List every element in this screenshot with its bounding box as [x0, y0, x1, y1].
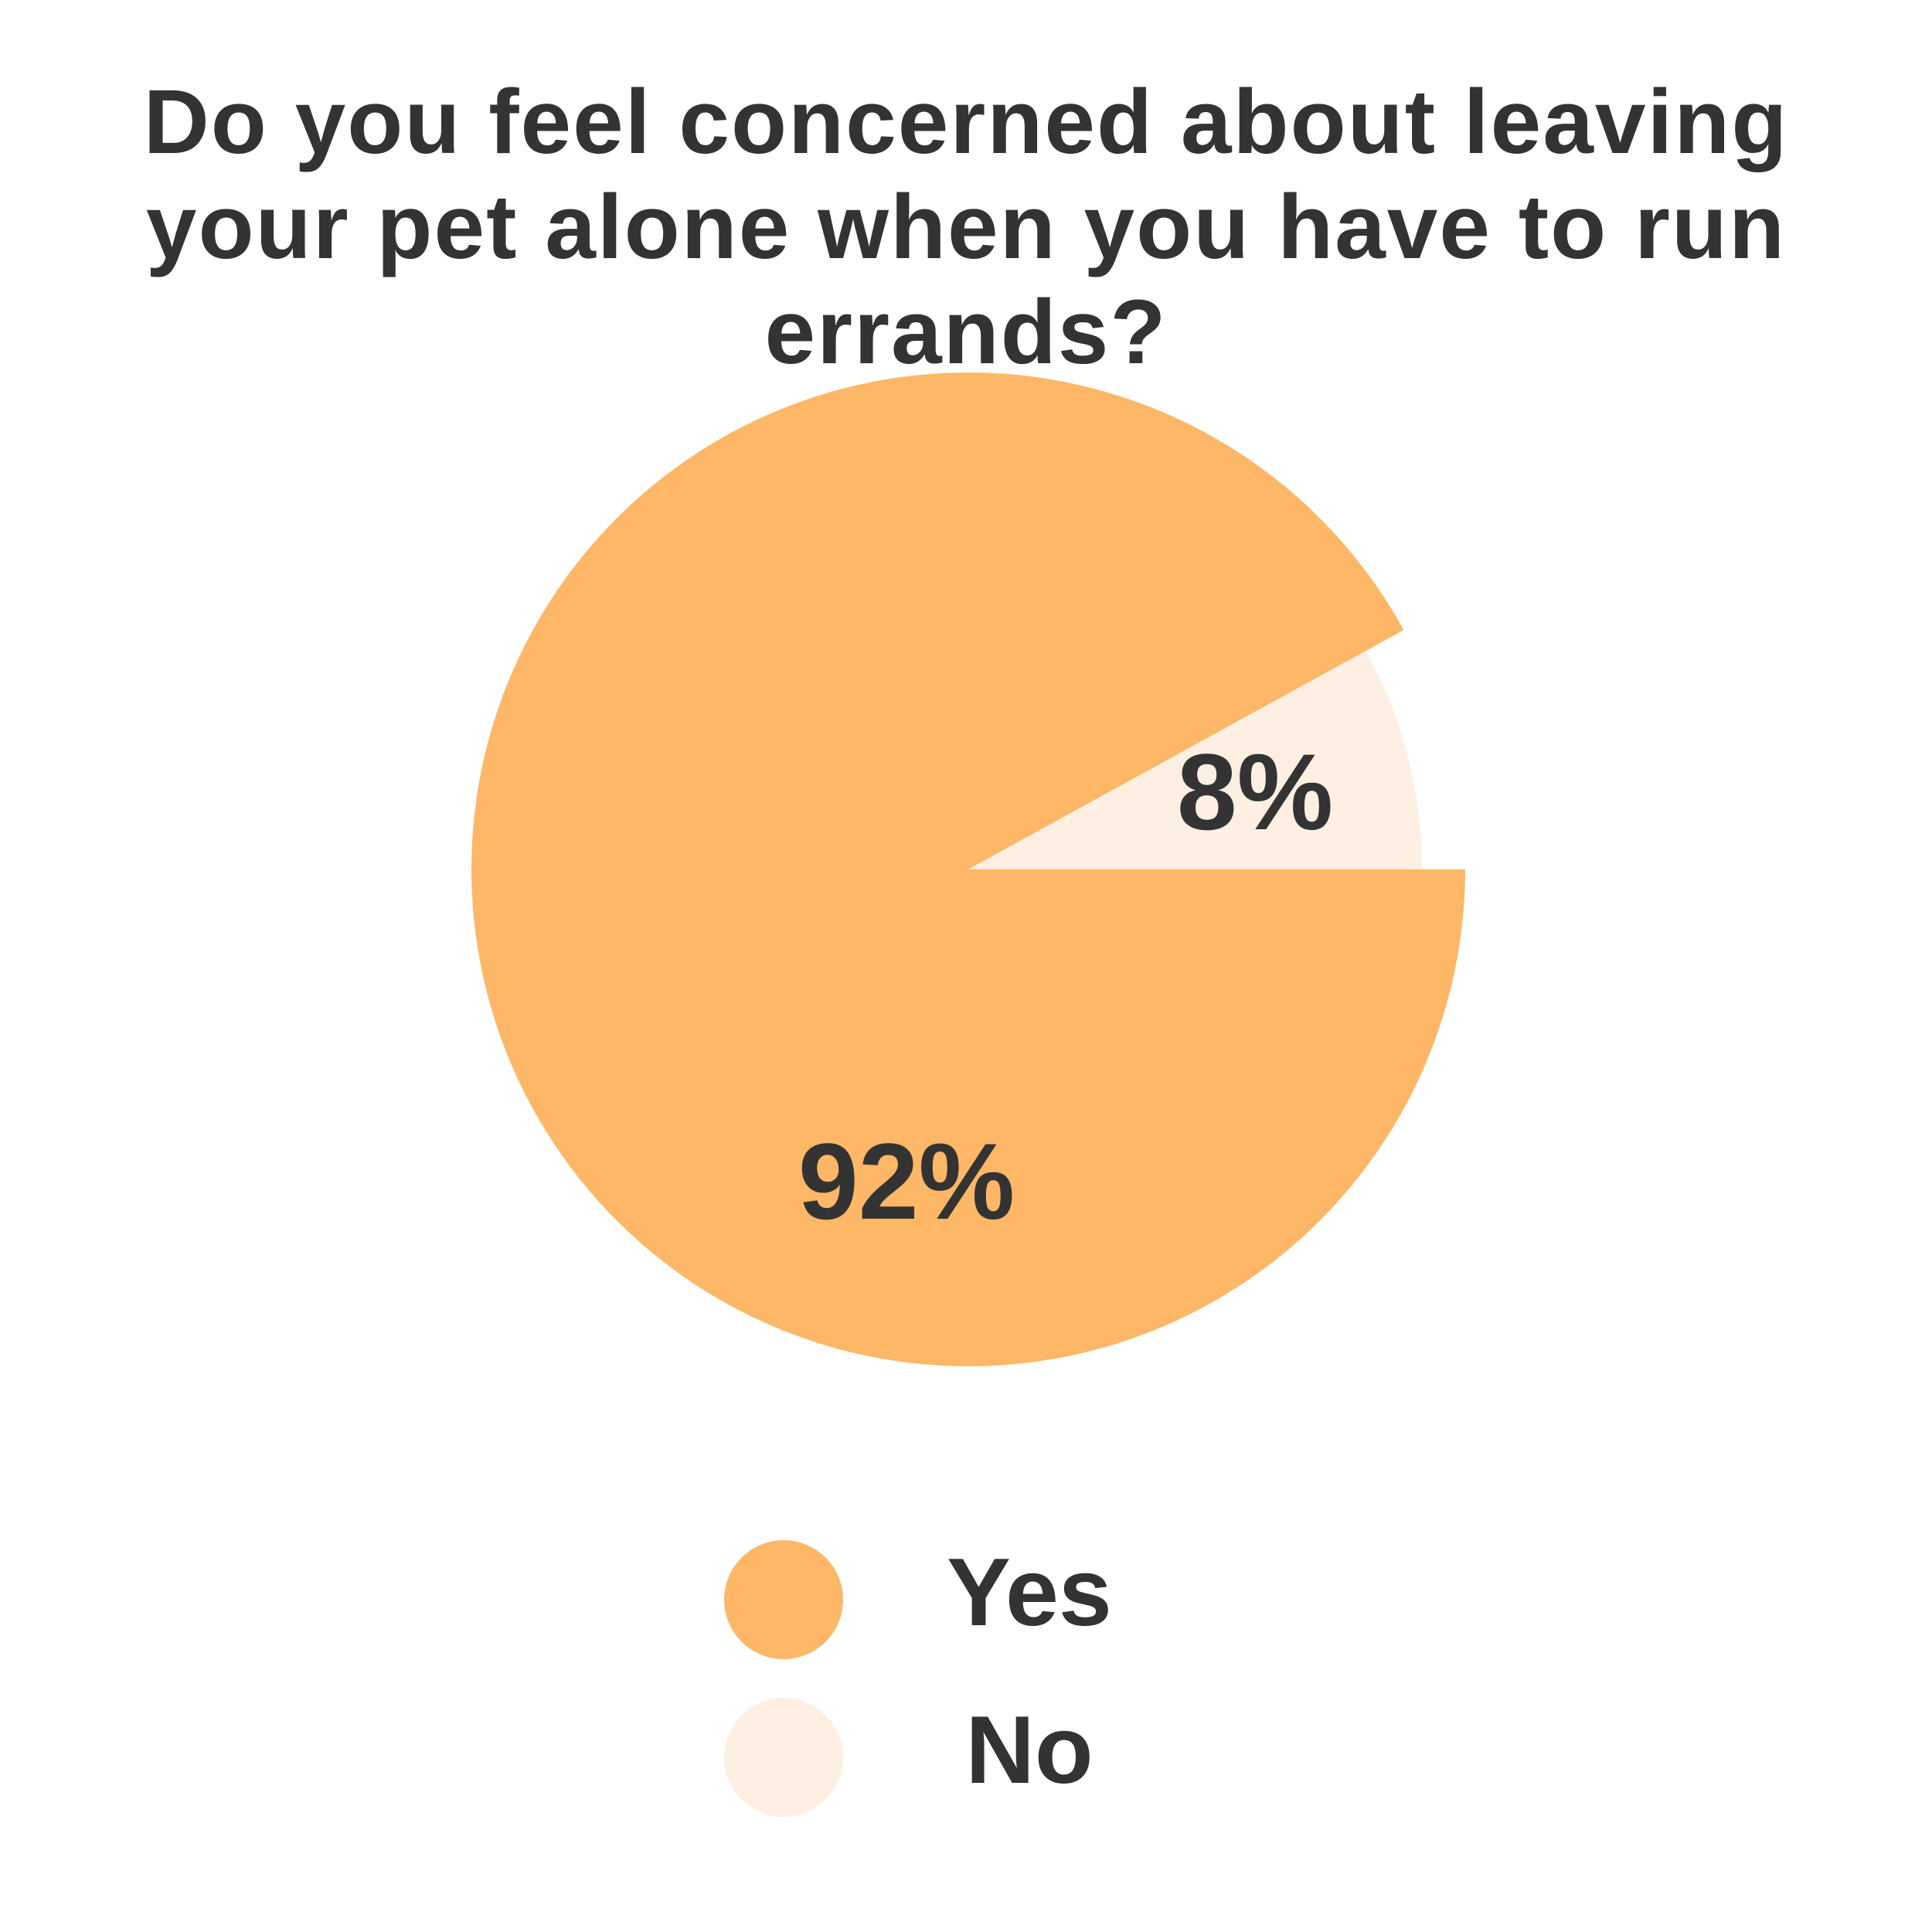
data-label: 8% [1177, 731, 1333, 852]
legend-label: Yes [947, 1539, 1112, 1646]
legend-swatch [724, 1698, 843, 1817]
legend-swatch [724, 1540, 843, 1659]
legend-label: No [965, 1697, 1093, 1804]
pie-slice [968, 651, 1422, 869]
data-label: 92% [798, 1121, 1015, 1242]
chart-title: Do you feel concerned about leaving your… [143, 71, 1789, 383]
